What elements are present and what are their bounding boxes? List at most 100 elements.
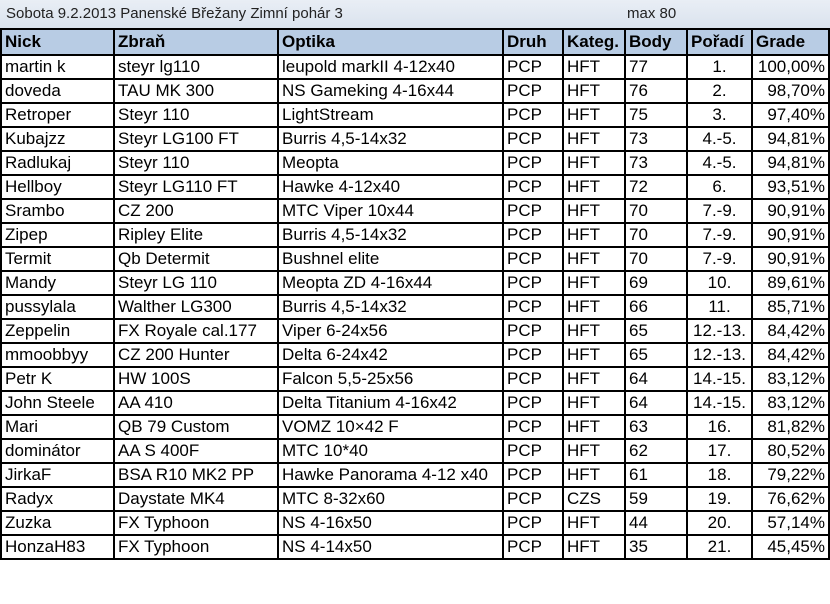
cell-poradi: 17. xyxy=(686,438,753,464)
cell-nick: Radlukaj xyxy=(0,150,115,176)
cell-poradi: 18. xyxy=(686,462,753,488)
cell-kateg: HFT xyxy=(562,150,626,176)
cell-druh: PCP xyxy=(502,102,564,128)
cell-grade: 89,61% xyxy=(751,270,830,296)
cell-optika: Delta Titanium 4-16x42 xyxy=(277,390,504,416)
cell-optika: MTC Viper 10x44 xyxy=(277,198,504,224)
cell-body: 65 xyxy=(624,342,688,368)
cell-kateg: HFT xyxy=(562,438,626,464)
cell-druh: PCP xyxy=(502,534,564,560)
cell-poradi: 2. xyxy=(686,78,753,104)
column-header: Pořadí xyxy=(686,28,753,56)
cell-body: 66 xyxy=(624,294,688,320)
table-row: Srambo CZ 200 MTC Viper 10x44 PCP HFT 70 7.-9.… xyxy=(0,198,830,224)
cell-grade: 80,52% xyxy=(751,438,830,464)
cell-druh: PCP xyxy=(502,318,564,344)
cell-optika: Falcon 5,5-25x56 xyxy=(277,366,504,392)
cell-kateg: HFT xyxy=(562,78,626,104)
cell-optika: VOMZ 10×42 F xyxy=(277,414,504,440)
cell-druh: PCP xyxy=(502,270,564,296)
column-header: Zbraň xyxy=(113,28,279,56)
cell-druh: PCP xyxy=(502,414,564,440)
cell-nick: Mandy xyxy=(0,270,115,296)
cell-optika: Meopta ZD 4-16x44 xyxy=(277,270,504,296)
cell-optika: Burris 4,5-14x32 xyxy=(277,222,504,248)
cell-druh: PCP xyxy=(502,150,564,176)
cell-nick: pussylala xyxy=(0,294,115,320)
cell-body: 70 xyxy=(624,222,688,248)
cell-poradi: 14.-15. xyxy=(686,390,753,416)
cell-grade: 76,62% xyxy=(751,486,830,512)
cell-poradi: 6. xyxy=(686,174,753,200)
header-row: Nick Zbraň Optika Druh Kateg. Body Pořadí Grade xyxy=(0,28,830,56)
column-header: Body xyxy=(624,28,688,56)
cell-zbran: AA 410 xyxy=(113,390,279,416)
cell-kateg: HFT xyxy=(562,534,626,560)
cell-poradi: 14.-15. xyxy=(686,366,753,392)
cell-kateg: HFT xyxy=(562,126,626,152)
cell-nick: Zeppelin xyxy=(0,318,115,344)
cell-body: 62 xyxy=(624,438,688,464)
cell-poradi: 16. xyxy=(686,414,753,440)
cell-zbran: FX Royale cal.177 xyxy=(113,318,279,344)
cell-body: 70 xyxy=(624,246,688,272)
cell-optika: Delta 6-24x42 xyxy=(277,342,504,368)
cell-nick: Retroper xyxy=(0,102,115,128)
cell-zbran: CZ 200 Hunter xyxy=(113,342,279,368)
cell-body: 65 xyxy=(624,318,688,344)
cell-grade: 45,45% xyxy=(751,534,830,560)
cell-nick: John Steele xyxy=(0,390,115,416)
cell-body: 77 xyxy=(624,54,688,80)
cell-kateg: HFT xyxy=(562,270,626,296)
cell-druh: PCP xyxy=(502,294,564,320)
column-header: Druh xyxy=(502,28,564,56)
cell-grade: 90,91% xyxy=(751,198,830,224)
cell-kateg: HFT xyxy=(562,366,626,392)
cell-optika: MTC 10*40 xyxy=(277,438,504,464)
title-row: Sobota 9.2.2013 Panenské Břežany Zimní p… xyxy=(0,0,830,28)
cell-body: 69 xyxy=(624,270,688,296)
cell-kateg: HFT xyxy=(562,102,626,128)
cell-body: 73 xyxy=(624,126,688,152)
cell-zbran: Qb Determit xyxy=(113,246,279,272)
cell-optika: Viper 6-24x56 xyxy=(277,318,504,344)
cell-nick: JirkaF xyxy=(0,462,115,488)
table-row: John Steele AA 410 Delta Titanium 4-16x42 P… xyxy=(0,390,830,416)
cell-body: 64 xyxy=(624,366,688,392)
cell-poradi: 19. xyxy=(686,486,753,512)
cell-kateg: HFT xyxy=(562,414,626,440)
cell-poradi: 7.-9. xyxy=(686,198,753,224)
cell-nick: HonzaH83 xyxy=(0,534,115,560)
column-header: Optika xyxy=(277,28,504,56)
cell-kateg: HFT xyxy=(562,318,626,344)
cell-body: 44 xyxy=(624,510,688,536)
cell-zbran: CZ 200 xyxy=(113,198,279,224)
cell-grade: 79,22% xyxy=(751,462,830,488)
cell-grade: 81,82% xyxy=(751,414,830,440)
cell-grade: 90,91% xyxy=(751,246,830,272)
cell-optika: NS Gameking 4-16x44 xyxy=(277,78,504,104)
cell-zbran: steyr lg110 xyxy=(113,54,279,80)
cell-optika: Hawke Panorama 4-12 x40 xyxy=(277,462,504,488)
cell-optika: Bushnel elite xyxy=(277,246,504,272)
cell-nick: Zipep xyxy=(0,222,115,248)
cell-zbran: AA S 400F xyxy=(113,438,279,464)
cell-grade: 85,71% xyxy=(751,294,830,320)
cell-druh: PCP xyxy=(502,174,564,200)
table-row: Zuzka FX Typhoon NS 4-16x50 PCP HFT 44 20. 57,1… xyxy=(0,510,830,536)
cell-kateg: HFT xyxy=(562,462,626,488)
cell-druh: PCP xyxy=(502,462,564,488)
cell-poradi: 1. xyxy=(686,54,753,80)
cell-body: 70 xyxy=(624,198,688,224)
cell-kateg: HFT xyxy=(562,390,626,416)
cell-body: 64 xyxy=(624,390,688,416)
cell-druh: PCP xyxy=(502,342,564,368)
table-row: Radlukaj Steyr 110 Meopta PCP HFT 73 4.-5. 94,8… xyxy=(0,150,830,176)
cell-optika: Burris 4,5-14x32 xyxy=(277,126,504,152)
cell-grade: 83,12% xyxy=(751,390,830,416)
cell-druh: PCP xyxy=(502,222,564,248)
cell-poradi: 12.-13. xyxy=(686,318,753,344)
cell-nick: Zuzka xyxy=(0,510,115,536)
cell-poradi: 3. xyxy=(686,102,753,128)
cell-druh: PCP xyxy=(502,198,564,224)
